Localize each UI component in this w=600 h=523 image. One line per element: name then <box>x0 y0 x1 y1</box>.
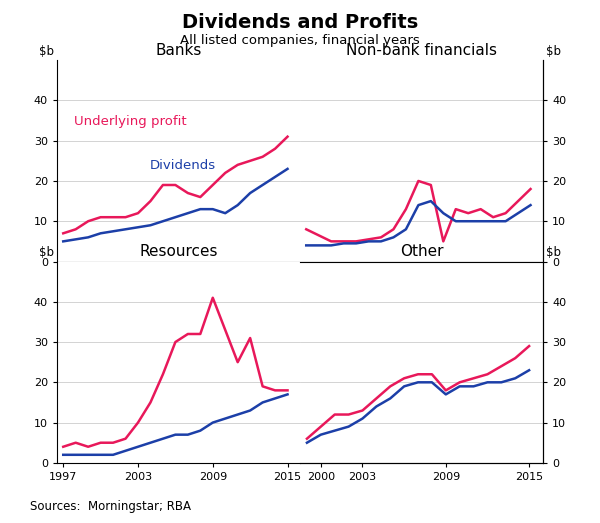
Text: $b: $b <box>546 246 561 259</box>
Text: Dividends: Dividends <box>149 159 215 172</box>
Text: $b: $b <box>546 44 561 58</box>
Title: Non-bank financials: Non-bank financials <box>346 42 497 58</box>
Text: $b: $b <box>39 246 54 259</box>
Text: Dividends and Profits: Dividends and Profits <box>182 13 418 32</box>
Text: All listed companies, financial years: All listed companies, financial years <box>180 34 420 47</box>
Title: Resources: Resources <box>139 244 218 259</box>
Text: Underlying profit: Underlying profit <box>74 115 187 128</box>
Text: Sources:  Morningstar; RBA: Sources: Morningstar; RBA <box>30 500 191 513</box>
Title: Banks: Banks <box>155 42 202 58</box>
Title: Other: Other <box>400 244 443 259</box>
Text: $b: $b <box>39 44 54 58</box>
